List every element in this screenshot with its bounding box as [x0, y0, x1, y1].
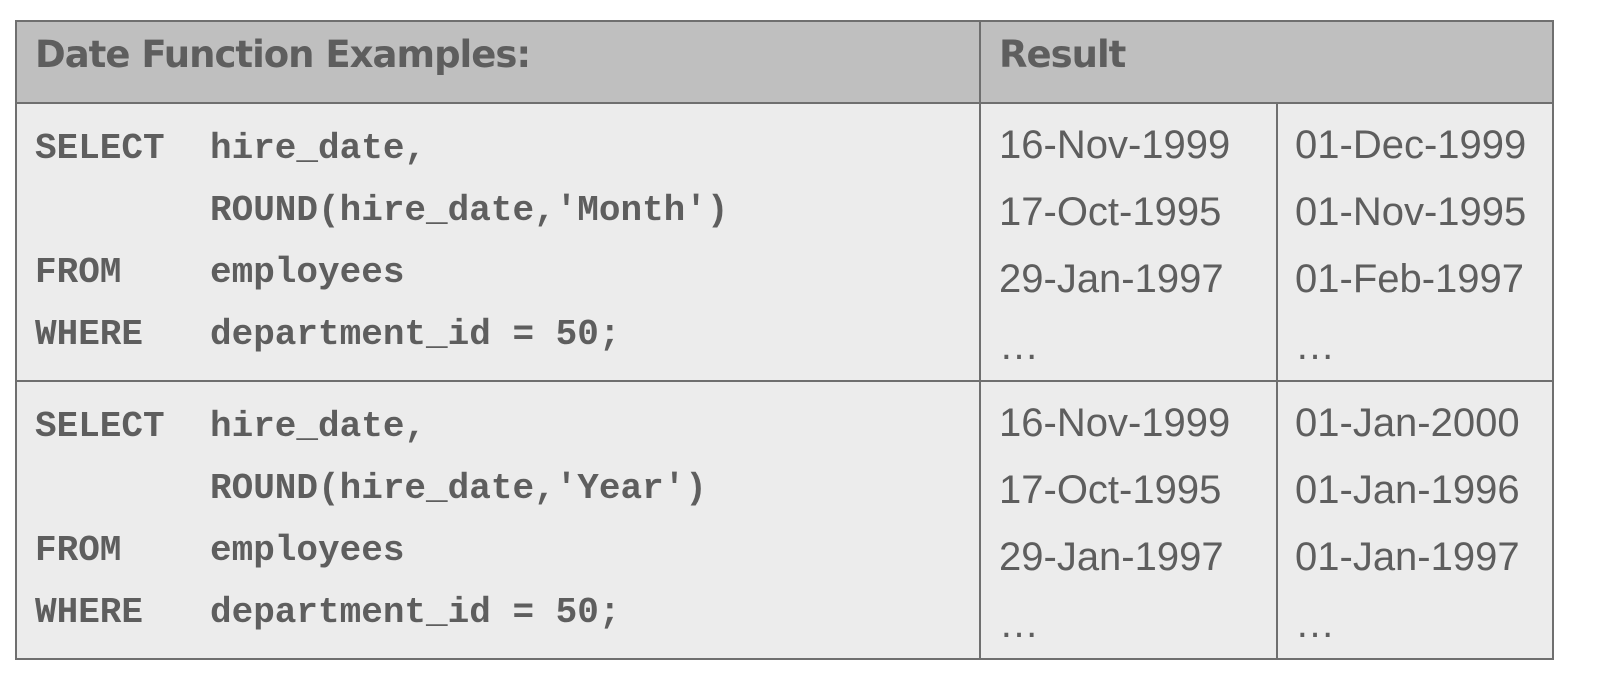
input-date: 16-Nov-1999: [999, 401, 1231, 445]
code-line: ROUND(hire_date,'Month'): [35, 180, 979, 242]
output-date: 01-Nov-1995: [1295, 190, 1527, 234]
output-date-ellipsis: …: [1295, 324, 1335, 368]
examples-header-cell: Date Function Examples:: [15, 20, 981, 104]
sql-keyword: SELECT: [35, 128, 165, 169]
sql-keyword: WHERE: [35, 314, 144, 355]
result-header: Result: [999, 33, 1126, 76]
output-dates-cell: 01-Jan-2000 01-Jan-1996 01-Jan-1997 …: [1276, 380, 1554, 660]
code-line: SELECT hire_date,: [35, 396, 979, 458]
date-function-table: Date Function Examples: Result SELECT hir…: [15, 20, 1554, 660]
output-date-list: 01-Dec-1999 01-Nov-1995 01-Feb-1997 …: [1278, 104, 1552, 380]
code-line: FROM employees: [35, 242, 979, 304]
sql-keyword: SELECT: [35, 406, 165, 447]
sql-code-cell: SELECT hire_date, ROUND(hire_date,'Year')…: [15, 380, 981, 660]
sql-text: ROUND(hire_date,'Month'): [210, 190, 729, 231]
input-date: 29-Jan-1997: [999, 257, 1224, 301]
sql-code-cell: SELECT hire_date, ROUND(hire_date,'Month'…: [15, 102, 981, 382]
sql-text: ROUND(hire_date,'Year'): [210, 468, 707, 509]
sql-text: department_id = 50;: [210, 314, 621, 355]
input-dates-cell: 16-Nov-1999 17-Oct-1995 29-Jan-1997 …: [979, 102, 1278, 382]
code-line: SELECT hire_date,: [35, 118, 979, 180]
sql-text: hire_date,: [210, 128, 427, 169]
sql-code-block: SELECT hire_date, ROUND(hire_date,'Year')…: [17, 382, 979, 644]
table-header-row: Date Function Examples: Result: [15, 20, 1554, 104]
input-date-list: 16-Nov-1999 17-Oct-1995 29-Jan-1997 …: [981, 382, 1276, 658]
output-dates-cell: 01-Dec-1999 01-Nov-1995 01-Feb-1997 …: [1276, 102, 1554, 382]
input-date: 17-Oct-1995: [999, 190, 1222, 234]
example-row: SELECT hire_date, ROUND(hire_date,'Year')…: [15, 380, 1554, 660]
sql-text: hire_date,: [210, 406, 427, 447]
output-date: 01-Feb-1997: [1295, 257, 1525, 301]
code-line: ROUND(hire_date,'Year'): [35, 458, 979, 520]
code-line: WHERE department_id = 50;: [35, 582, 979, 644]
output-date: 01-Jan-1997: [1295, 535, 1520, 579]
result-header-cell: Result: [979, 20, 1554, 104]
examples-header: Date Function Examples:: [35, 33, 531, 76]
input-date: 16-Nov-1999: [999, 123, 1231, 167]
sql-keyword: WHERE: [35, 592, 144, 633]
input-date-ellipsis: …: [999, 602, 1039, 646]
input-date-list: 16-Nov-1999 17-Oct-1995 29-Jan-1997 …: [981, 104, 1276, 380]
sql-text: employees: [210, 530, 405, 571]
sql-code-block: SELECT hire_date, ROUND(hire_date,'Month'…: [17, 104, 979, 366]
code-line: FROM employees: [35, 520, 979, 582]
input-date: 29-Jan-1997: [999, 535, 1224, 579]
sql-keyword: FROM: [35, 530, 122, 571]
sql-text: employees: [210, 252, 405, 293]
input-dates-cell: 16-Nov-1999 17-Oct-1995 29-Jan-1997 …: [979, 380, 1278, 660]
example-row: SELECT hire_date, ROUND(hire_date,'Month'…: [15, 102, 1554, 382]
sql-text: department_id = 50;: [210, 592, 621, 633]
output-date: 01-Jan-2000: [1295, 401, 1520, 445]
code-line: WHERE department_id = 50;: [35, 304, 979, 366]
output-date-ellipsis: …: [1295, 602, 1335, 646]
output-date-list: 01-Jan-2000 01-Jan-1996 01-Jan-1997 …: [1278, 382, 1552, 658]
sql-keyword: FROM: [35, 252, 122, 293]
input-date: 17-Oct-1995: [999, 468, 1222, 512]
input-date-ellipsis: …: [999, 324, 1039, 368]
output-date: 01-Dec-1999: [1295, 123, 1527, 167]
output-date: 01-Jan-1996: [1295, 468, 1520, 512]
